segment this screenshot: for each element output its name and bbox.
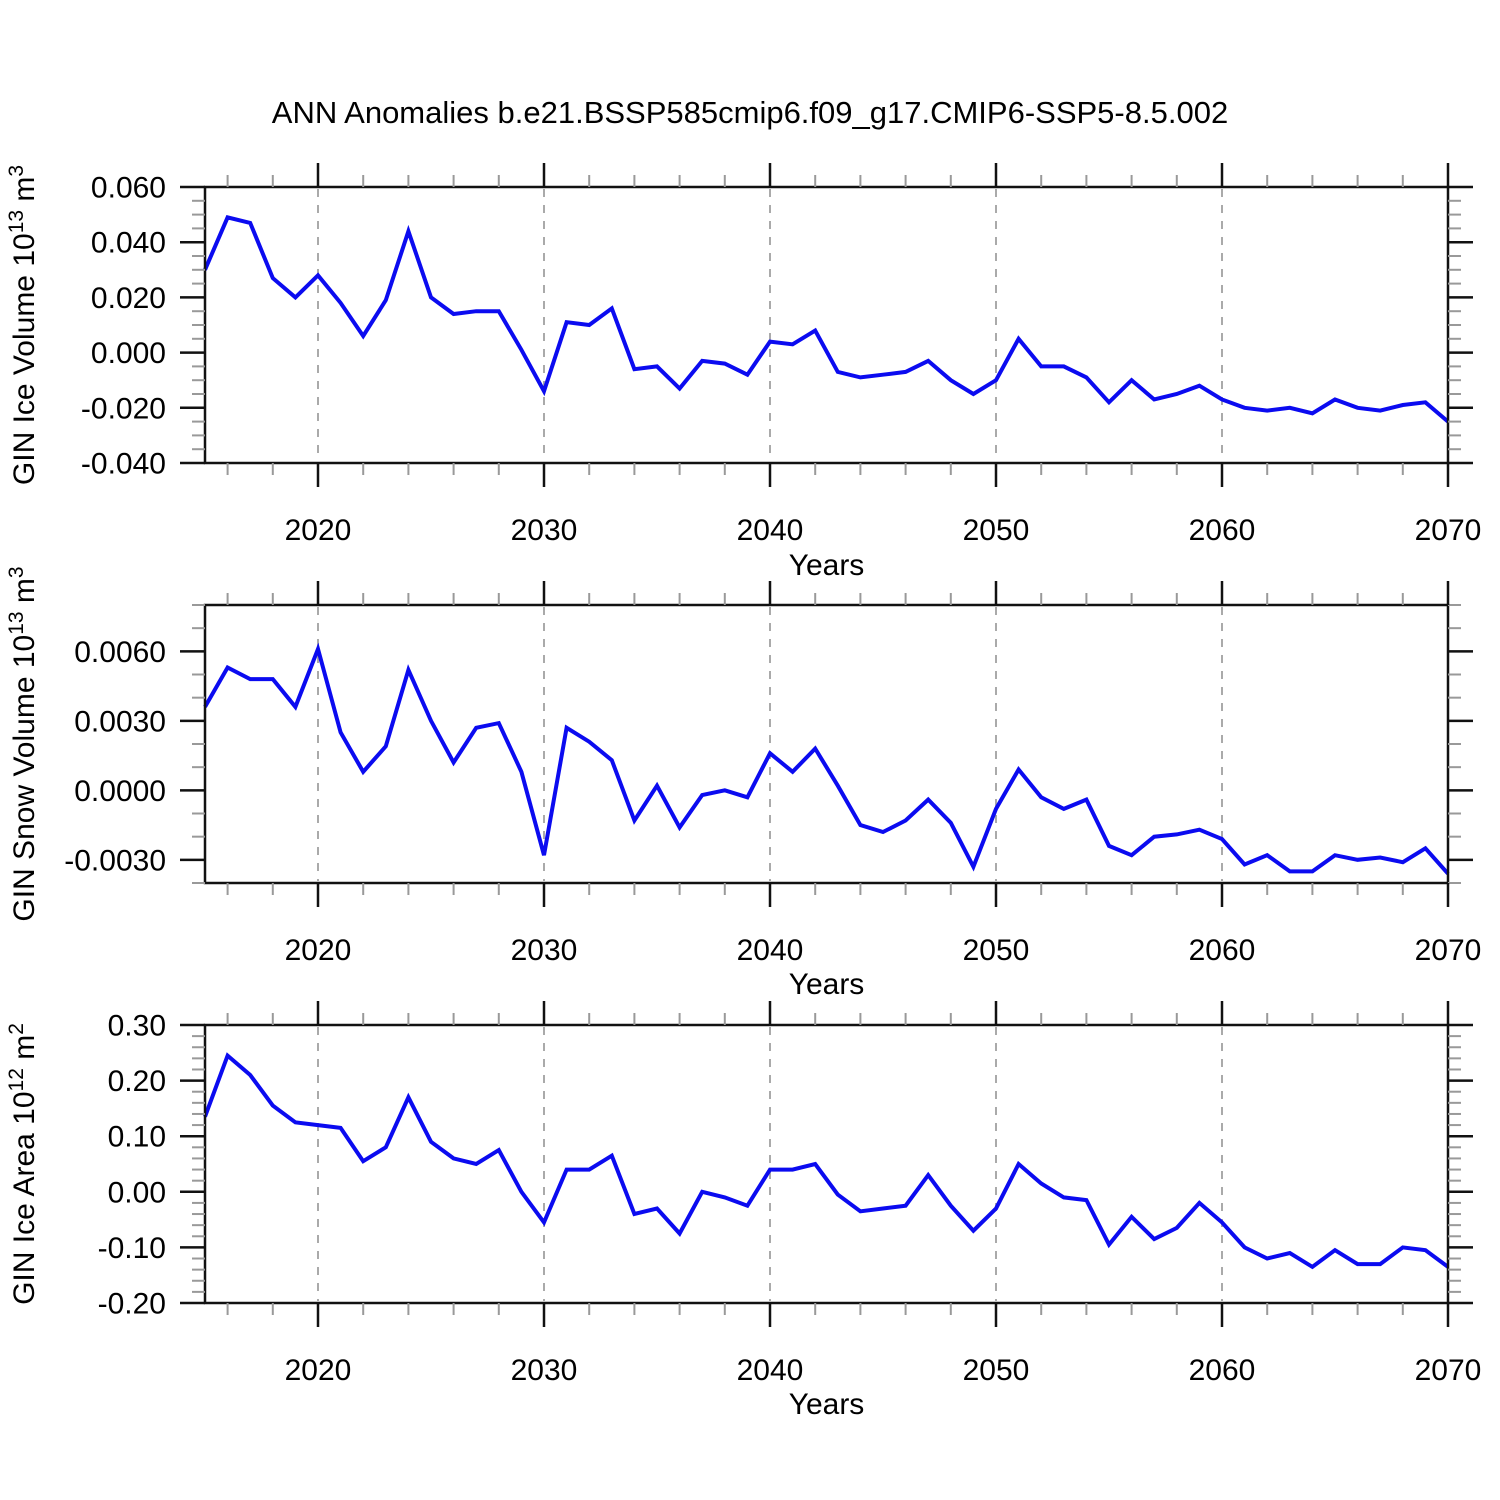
- y-tick-label: -0.0030: [64, 844, 166, 877]
- x-tick-label: 2060: [1189, 1354, 1256, 1387]
- y-axis-title-unit: m: [8, 176, 41, 210]
- y-axis-title-text: GIN Snow Volume 10: [8, 634, 41, 922]
- y-axis-title-snow-volume: GIN Snow Volume 1013 m3: [5, 534, 44, 954]
- y-axis-title-ice-area: GIN Ice Area 1012 m2: [5, 954, 44, 1374]
- y-axis-title-unit-exponent: 2: [5, 1023, 28, 1035]
- x-tick-label: 2060: [1189, 934, 1256, 967]
- y-tick-label: 0.30: [108, 1010, 166, 1043]
- y-tick-label: 0.040: [91, 227, 166, 260]
- panel-frame-gin-snow-volume: [203, 603, 1450, 885]
- x-tick-label: 2030: [511, 1354, 578, 1387]
- x-tick-label: 2040: [737, 1354, 804, 1387]
- y-tick-label: 0.0030: [74, 705, 166, 738]
- chart-title: ANN Anomalies b.e21.BSSP585cmip6.f09_g17…: [271, 95, 1229, 130]
- y-tick-label: 0.060: [91, 172, 166, 205]
- series-line-gin-ice-area: [203, 1052, 1450, 1270]
- series-line-gin-snow-volume: [203, 642, 1450, 876]
- x-tick-label: 2070: [1415, 934, 1482, 967]
- y-axis-title-ice-volume: GIN Ice Volume 1013 m3: [5, 115, 44, 535]
- y-tick-label: 0.0000: [74, 775, 166, 808]
- y-tick-label: 0.00: [108, 1176, 166, 1209]
- x-tick-label: 2050: [963, 934, 1030, 967]
- y-tick-label: 0.0060: [74, 636, 166, 669]
- x-axis-title: Years: [788, 1388, 865, 1421]
- panel-frame-gin-ice-area: [203, 1023, 1450, 1305]
- x-tick-label: 2060: [1189, 514, 1256, 547]
- y-tick-label: 0.000: [91, 337, 166, 370]
- x-tick-label: 2020: [285, 1354, 352, 1387]
- y-tick-label: 0.20: [108, 1065, 166, 1098]
- y-axis-title-unit-exponent: 3: [5, 164, 28, 177]
- panel-frame-gin-ice-volume: [203, 185, 1450, 465]
- x-tick-label: 2040: [737, 934, 804, 967]
- y-axis-title-exponent: 13: [5, 209, 28, 234]
- y-axis-title-text: GIN Ice Volume 10: [8, 233, 41, 486]
- y-tick-label: 0.020: [91, 282, 166, 315]
- y-tick-label: -0.040: [81, 448, 166, 481]
- y-axis-title-exponent: 12: [5, 1068, 28, 1092]
- x-tick-label: 2050: [963, 1354, 1030, 1387]
- y-tick-label: -0.020: [81, 392, 166, 425]
- y-axis-title-unit-exponent: 3: [5, 566, 28, 579]
- series-line-gin-ice-volume: [203, 215, 1450, 424]
- y-axis-title-unit: m: [8, 578, 41, 612]
- x-axis-title: Years: [788, 968, 865, 1001]
- x-tick-label: 2040: [737, 514, 804, 547]
- x-tick-label: 2020: [285, 934, 352, 967]
- y-axis-title-unit: m: [8, 1034, 41, 1069]
- x-tick-label: 2070: [1415, 1354, 1482, 1387]
- y-tick-label: -0.10: [98, 1232, 166, 1265]
- x-tick-label: 2030: [511, 934, 578, 967]
- x-axis-title: Years: [788, 549, 865, 582]
- y-axis-title-text: GIN Ice Area 10: [8, 1091, 41, 1305]
- x-tick-label: 2050: [963, 514, 1030, 547]
- y-tick-label: -0.20: [98, 1288, 166, 1321]
- x-tick-label: 2030: [511, 514, 578, 547]
- x-tick-label: 2020: [285, 514, 352, 547]
- y-axis-title-exponent: 13: [5, 611, 28, 635]
- x-tick-label: 2070: [1415, 514, 1482, 547]
- y-tick-label: 0.10: [108, 1121, 166, 1154]
